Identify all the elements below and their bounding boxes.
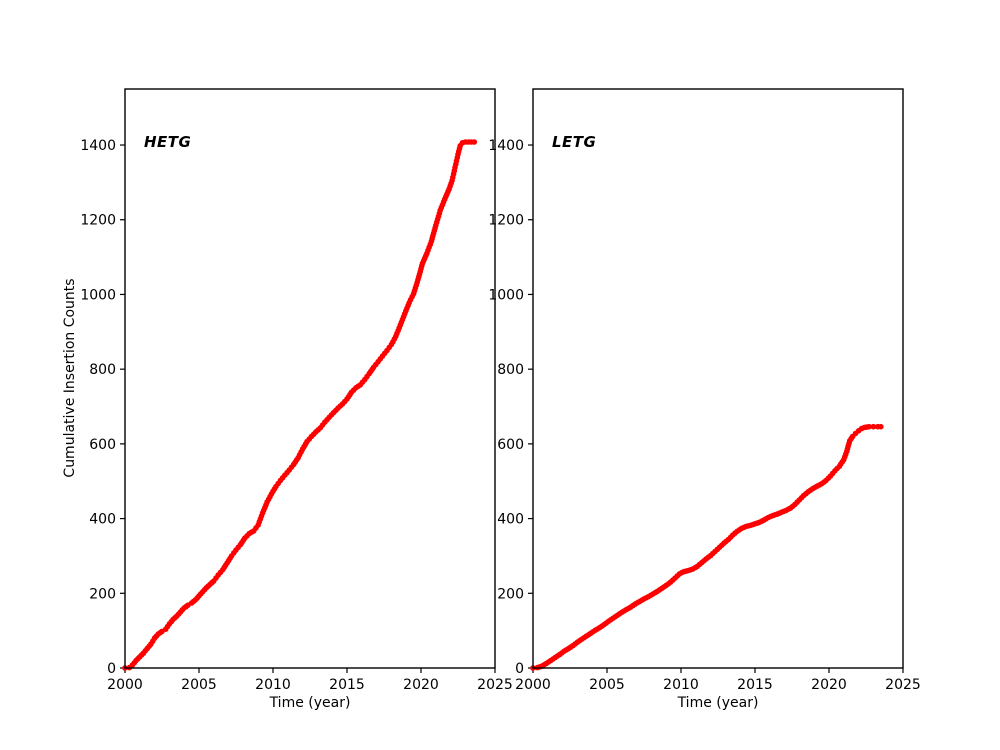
hetg-y-tick-label: 800 (89, 362, 116, 378)
letg-y-tick-label: 800 (497, 362, 524, 378)
letg-y-tick-label: 400 (497, 512, 524, 528)
hetg-x-tick-label: 2000 (107, 677, 143, 693)
letg-x-tick-label: 2015 (737, 677, 773, 693)
hetg-y-tick-label: 0 (107, 661, 116, 677)
letg-y-tick-label: 600 (497, 437, 524, 453)
letg-y-tick-label: 1400 (488, 138, 524, 154)
hetg-panel-frame (124, 88, 496, 669)
x-axis-label-left: Time (year) (269, 695, 351, 711)
letg-y-tick-label: 1000 (488, 287, 524, 303)
letg-y-tick-label: 1200 (488, 213, 524, 229)
hetg-series (122, 139, 478, 671)
hetg-x-tick-label: 2010 (255, 677, 291, 693)
hetg-y-tick-label: 1400 (80, 138, 116, 154)
letg-y-tick-label: 200 (497, 586, 524, 602)
letg-data-point (878, 423, 884, 430)
letg-x-tick-label: 2005 (589, 677, 625, 693)
letg-series (530, 423, 884, 671)
panel-label-letg: LETG (552, 133, 597, 151)
hetg-x-tick-label: 2005 (181, 677, 217, 693)
letg-y-tick-label: 0 (515, 661, 524, 677)
letg-data-point (870, 423, 877, 430)
letg-x-tick-label: 2025 (885, 677, 921, 693)
letg-x-tick-label: 2020 (811, 677, 847, 693)
hetg-y-tick-label: 200 (89, 586, 116, 602)
hetg-x-tick-label: 2015 (329, 677, 365, 693)
hetg-y-tick-label: 1200 (80, 213, 116, 229)
hetg-y-tick-label: 1000 (80, 287, 116, 303)
letg-data-point (866, 423, 872, 430)
hetg-y-tick-label: 400 (89, 512, 116, 528)
y-axis-label: Cumulative Insertion Counts (62, 278, 78, 478)
hetg-x-tick-label: 2025 (477, 677, 513, 693)
hetg-data-point (471, 139, 478, 145)
x-axis-label-right: Time (year) (677, 695, 759, 711)
letg-x-tick-label: 2000 (515, 677, 551, 693)
letg-x-tick-label: 2010 (663, 677, 699, 693)
hetg-y-tick-label: 600 (89, 437, 116, 453)
panel-label-hetg: HETG (144, 133, 192, 151)
hetg-x-tick-label: 2020 (403, 677, 439, 693)
letg-panel-frame (532, 88, 904, 669)
